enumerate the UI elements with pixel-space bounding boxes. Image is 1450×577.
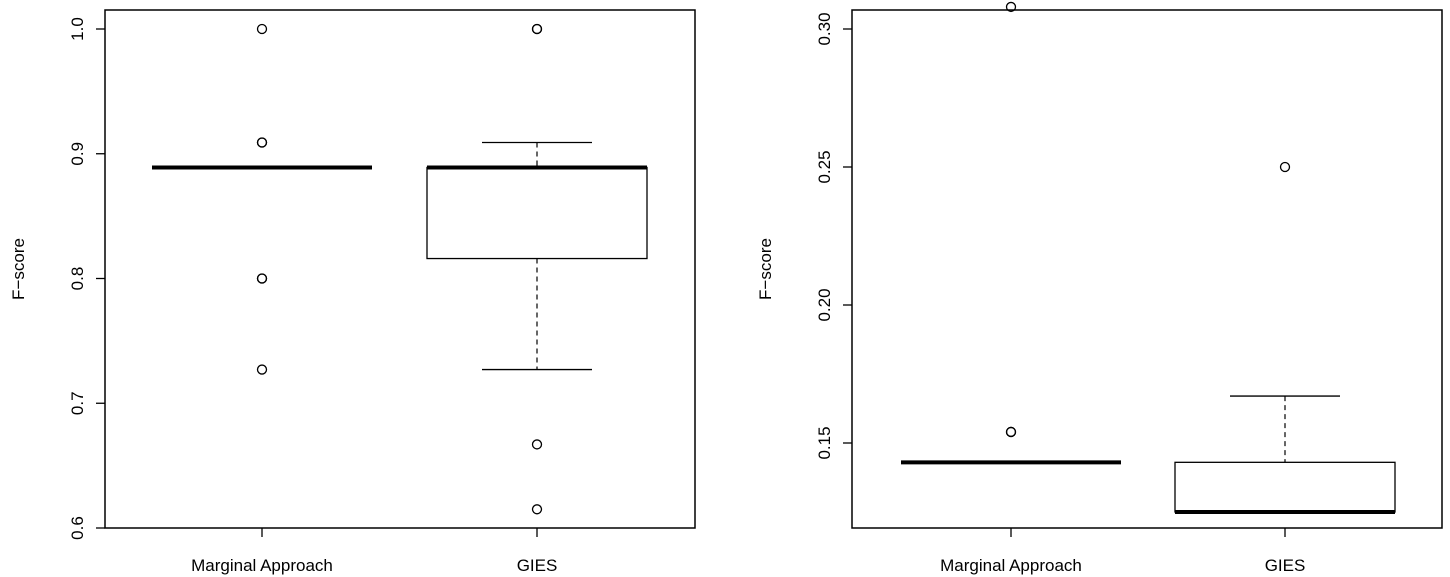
outlier-point: [256, 273, 268, 284]
x-tick-label: Marginal Approach: [191, 556, 333, 575]
right-x-axis: Marginal Approach GIES: [940, 528, 1305, 575]
y-tick-label: 0.6: [68, 516, 87, 540]
outlier-point: [1279, 161, 1291, 173]
y-tick-label: 0.7: [68, 391, 87, 415]
y-tick-label: 0.15: [815, 426, 834, 459]
x-tick-label: GIES: [1265, 556, 1306, 575]
right-boxes: [901, 1, 1396, 514]
right-panel: 0.15 0.20 0.25 0.30 Marginal Approach GIES F…: [756, 1, 1443, 575]
outlier-point: [256, 137, 268, 148]
y-tick-label: 0.30: [815, 12, 834, 45]
left-y-axis-title: F−score: [9, 238, 28, 300]
x-tick-label: Marginal Approach: [940, 556, 1082, 575]
y-tick-label: 0.8: [68, 267, 87, 291]
left-plot-frame: [104, 9, 696, 529]
right-y-axis: 0.15 0.20 0.25 0.30: [815, 12, 852, 460]
left-y-axis: 0.6 0.7 0.8 0.9 1.0: [68, 17, 105, 540]
outlier-point: [531, 439, 543, 450]
right-plot-frame: [851, 9, 1443, 529]
left-panel: 0.6 0.7 0.8 0.9 1.0 Marginal Approach GIES F−…: [9, 9, 696, 575]
outlier-point: [531, 504, 543, 515]
right-y-axis-title: F−score: [756, 238, 775, 300]
box: [1174, 461, 1396, 513]
y-tick-label: 1.0: [68, 17, 87, 41]
y-tick-label: 0.20: [815, 288, 834, 321]
x-tick-label: GIES: [517, 556, 558, 575]
outlier-point: [1005, 426, 1017, 438]
left-boxes: [152, 23, 648, 515]
y-tick-label: 0.25: [815, 150, 834, 183]
outlier-point: [1005, 1, 1017, 13]
box: [426, 166, 648, 260]
outlier-point: [531, 23, 543, 35]
outlier-point: [256, 23, 268, 35]
y-tick-label: 0.9: [68, 142, 87, 166]
outlier-point: [256, 364, 268, 375]
left-x-axis: Marginal Approach GIES: [191, 528, 557, 575]
